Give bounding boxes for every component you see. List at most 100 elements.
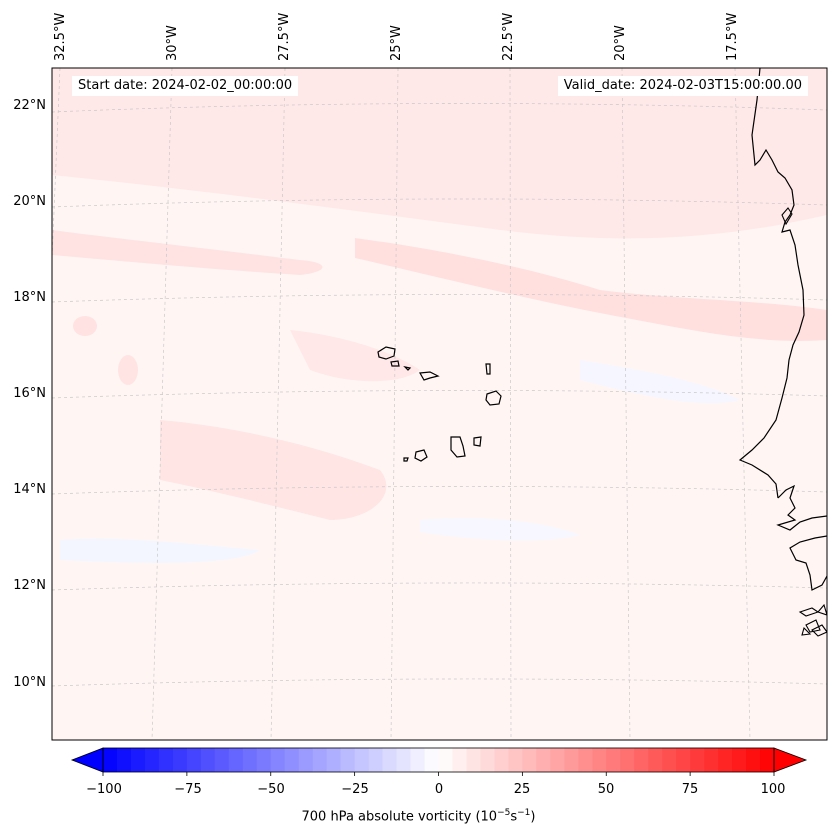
colorbar-segment: [396, 748, 412, 772]
map-frame: [51, 67, 828, 741]
vorticity-blob-west: [73, 316, 97, 336]
colorbar-segment: [340, 748, 356, 772]
colorbar-segment: [284, 748, 300, 772]
vorticity-band-north: [52, 68, 827, 239]
lon-label: 30°W: [165, 25, 180, 61]
vorticity-patch-mid: [290, 330, 420, 382]
valid-date-label: Valid_date: 2024-02-03T15:00:00.00: [557, 76, 808, 96]
colorbar-segment: [200, 748, 216, 772]
colorbar-label-text: 700 hPa absolute vorticity (10: [301, 809, 498, 825]
lon-label: 22.5°W: [501, 12, 516, 61]
lon-gridlines: [52, 68, 751, 740]
island-boa-vista: [485, 390, 502, 406]
colorbar-segment: [564, 748, 579, 772]
colorbar-segment: [228, 748, 244, 772]
colorbar-extend-min: [70, 747, 104, 773]
lon-label: 27.5°W: [277, 12, 292, 61]
colorbar-segment: [536, 748, 551, 772]
island-sal: [485, 363, 491, 375]
colorbar-segment: [452, 748, 468, 772]
negative-vorticity-3: [420, 518, 580, 541]
colorbar-segment: [578, 748, 593, 772]
island-santiago: [450, 436, 466, 458]
colorbar-segment: [270, 748, 286, 772]
colorbar-segment: [508, 748, 523, 772]
colorbar-label-exp1: −5: [497, 808, 511, 818]
colorbar-segment: [704, 748, 719, 772]
colorbar-segment: [312, 748, 328, 772]
coastline-guinea-bissau: [798, 603, 827, 637]
colorbar-tick-label: 25: [513, 782, 531, 797]
lat-label: 12°N: [13, 578, 46, 593]
colorbar-segment: [424, 748, 440, 772]
coastline-senegal: [776, 484, 827, 591]
start-date-label: Start date: 2024-02-02_00:00:00: [72, 76, 299, 96]
island-santo-antao: [377, 346, 396, 360]
colorbar-segment: [494, 748, 509, 772]
colorbar-tick-label: 50: [597, 782, 615, 797]
colorbar-tick-label: 100: [760, 782, 786, 797]
vorticity-band-west: [52, 230, 323, 275]
coastline-cap-blanc: [781, 207, 793, 226]
colorbar-segment: [606, 748, 621, 772]
vorticity-blob-west2: [118, 355, 138, 385]
lon-label: 25°W: [389, 25, 404, 61]
lon-label: 17.5°W: [725, 12, 740, 61]
colorbar-label-unit: s: [510, 809, 518, 825]
lat-gridlines: [52, 103, 827, 687]
colorbar-segment: [256, 748, 272, 772]
vorticity-band-core: [355, 238, 827, 341]
colorbar-segment: [130, 748, 146, 772]
colorbar-segment: [103, 748, 118, 772]
colorbar-label: 700 hPa absolute vorticity (10−5s−1): [0, 808, 837, 824]
lat-label: 14°N: [13, 482, 46, 497]
colorbar-segment: [592, 748, 607, 772]
colorbar-tick-label: −75: [174, 782, 202, 797]
island-santa-luzia: [403, 366, 412, 371]
colorbar-extend-max: [773, 747, 808, 773]
colorbar-segment: [242, 748, 258, 772]
island-fogo: [414, 449, 428, 462]
island-brava: [403, 457, 409, 462]
colorbar-segment: [298, 748, 314, 772]
colorbar-segment: [620, 748, 635, 772]
colorbar-segment: [732, 748, 747, 772]
colorbar-segment: [214, 748, 230, 772]
colorbar-segment: [186, 748, 202, 772]
colorbar-segment: [438, 748, 454, 772]
island-maio: [473, 436, 482, 447]
colorbar-segment: [746, 748, 761, 772]
colorbar-segment: [760, 748, 775, 772]
colorbar-segment: [144, 748, 160, 772]
lat-label: 20°N: [13, 194, 46, 209]
colorbar-tick-label: −100: [86, 782, 122, 797]
colorbar: [70, 747, 808, 776]
colorbar-segment: [690, 748, 705, 772]
colorbar-segment: [158, 748, 174, 772]
island-sao-nicolau: [419, 371, 440, 381]
colorbar-label-end: ): [530, 809, 536, 825]
cape-verde-islands: [377, 346, 502, 462]
colorbar-segment: [466, 748, 482, 772]
colorbar-segment: [676, 748, 691, 772]
colorbar-segment: [480, 748, 496, 772]
colorbar-segment: [718, 748, 733, 772]
colorbar-tick-label: −25: [341, 782, 369, 797]
colorbar-tick-label: −50: [257, 782, 285, 797]
colorbar-segment: [172, 748, 188, 772]
colorbar-tick-label: 0: [434, 782, 444, 797]
island-sao-vicente: [390, 360, 400, 367]
colorbar-segment: [648, 748, 663, 772]
negative-vorticity-1: [60, 538, 260, 563]
colorbar-segment: [634, 748, 649, 772]
vorticity-patch-south: [160, 420, 387, 520]
colorbar-segment: [522, 748, 537, 772]
coastline-mauritania: [738, 68, 805, 499]
lat-label: 16°N: [13, 386, 46, 401]
colorbar-label-exp2: −1: [517, 808, 531, 818]
colorbar-segment: [116, 748, 132, 772]
lon-label: 20°W: [613, 25, 628, 61]
colorbar-tick-label: 75: [681, 782, 699, 797]
lat-label: 22°N: [13, 98, 46, 113]
